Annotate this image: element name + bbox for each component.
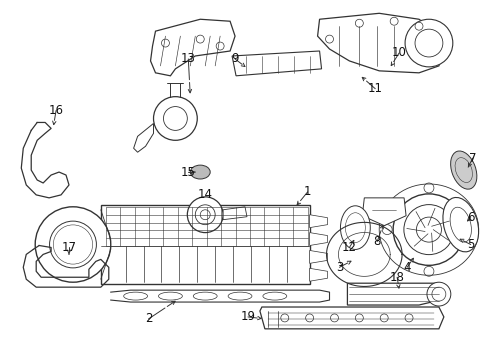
Text: 8: 8 bbox=[373, 235, 380, 248]
Circle shape bbox=[382, 225, 391, 235]
Text: 3: 3 bbox=[335, 261, 343, 274]
Circle shape bbox=[414, 22, 422, 30]
Text: 15: 15 bbox=[181, 166, 195, 179]
Circle shape bbox=[414, 29, 442, 57]
Circle shape bbox=[200, 210, 210, 220]
Ellipse shape bbox=[340, 206, 369, 249]
Circle shape bbox=[305, 314, 313, 322]
Ellipse shape bbox=[190, 165, 210, 179]
Circle shape bbox=[423, 183, 433, 193]
Ellipse shape bbox=[193, 292, 217, 300]
Polygon shape bbox=[133, 123, 153, 152]
Circle shape bbox=[404, 314, 412, 322]
Circle shape bbox=[404, 19, 452, 67]
Circle shape bbox=[355, 314, 363, 322]
Circle shape bbox=[62, 234, 83, 255]
Text: 4: 4 bbox=[403, 261, 410, 274]
Polygon shape bbox=[309, 251, 327, 264]
Ellipse shape bbox=[158, 292, 182, 300]
Text: 13: 13 bbox=[181, 53, 195, 66]
Circle shape bbox=[392, 194, 464, 265]
Ellipse shape bbox=[450, 151, 476, 189]
Circle shape bbox=[465, 225, 475, 235]
Circle shape bbox=[426, 282, 450, 306]
Polygon shape bbox=[317, 13, 443, 73]
Polygon shape bbox=[232, 51, 321, 76]
Circle shape bbox=[380, 314, 387, 322]
Text: 19: 19 bbox=[240, 310, 255, 323]
Text: 17: 17 bbox=[61, 241, 76, 254]
Circle shape bbox=[330, 314, 338, 322]
Text: 5: 5 bbox=[466, 238, 473, 251]
Circle shape bbox=[163, 107, 187, 130]
Circle shape bbox=[423, 266, 433, 276]
Text: 12: 12 bbox=[341, 241, 356, 254]
Circle shape bbox=[35, 207, 111, 282]
Polygon shape bbox=[309, 268, 327, 281]
Circle shape bbox=[196, 35, 204, 43]
Circle shape bbox=[153, 96, 197, 140]
Polygon shape bbox=[309, 215, 327, 228]
Ellipse shape bbox=[454, 158, 471, 183]
Circle shape bbox=[161, 39, 169, 47]
Polygon shape bbox=[101, 205, 309, 284]
Ellipse shape bbox=[345, 213, 365, 243]
Circle shape bbox=[187, 197, 223, 233]
Circle shape bbox=[389, 17, 397, 25]
Circle shape bbox=[53, 225, 92, 264]
Ellipse shape bbox=[227, 292, 251, 300]
Polygon shape bbox=[309, 233, 327, 246]
Text: 18: 18 bbox=[389, 271, 404, 284]
Circle shape bbox=[431, 287, 445, 301]
Circle shape bbox=[325, 35, 333, 43]
Text: 6: 6 bbox=[466, 211, 473, 224]
Circle shape bbox=[195, 205, 215, 225]
Text: 11: 11 bbox=[367, 82, 382, 95]
Circle shape bbox=[57, 229, 89, 260]
Text: 10: 10 bbox=[391, 46, 406, 59]
Circle shape bbox=[49, 221, 96, 268]
Text: 2: 2 bbox=[144, 312, 152, 325]
Circle shape bbox=[411, 244, 425, 258]
Circle shape bbox=[280, 314, 288, 322]
Circle shape bbox=[68, 239, 78, 249]
Ellipse shape bbox=[442, 198, 478, 252]
Circle shape bbox=[416, 217, 441, 242]
Circle shape bbox=[355, 19, 363, 27]
Text: 9: 9 bbox=[231, 53, 238, 66]
Polygon shape bbox=[260, 307, 443, 329]
Polygon shape bbox=[362, 198, 405, 226]
Ellipse shape bbox=[263, 292, 286, 300]
Polygon shape bbox=[223, 207, 246, 220]
Text: 16: 16 bbox=[48, 104, 63, 117]
Text: 1: 1 bbox=[303, 185, 311, 198]
Polygon shape bbox=[410, 243, 426, 260]
Text: 14: 14 bbox=[197, 188, 212, 201]
Polygon shape bbox=[346, 283, 446, 305]
Circle shape bbox=[216, 42, 224, 50]
Circle shape bbox=[403, 204, 453, 255]
Text: 7: 7 bbox=[468, 152, 475, 165]
Ellipse shape bbox=[123, 292, 147, 300]
Circle shape bbox=[415, 248, 421, 255]
Ellipse shape bbox=[449, 207, 470, 242]
Polygon shape bbox=[150, 19, 235, 76]
